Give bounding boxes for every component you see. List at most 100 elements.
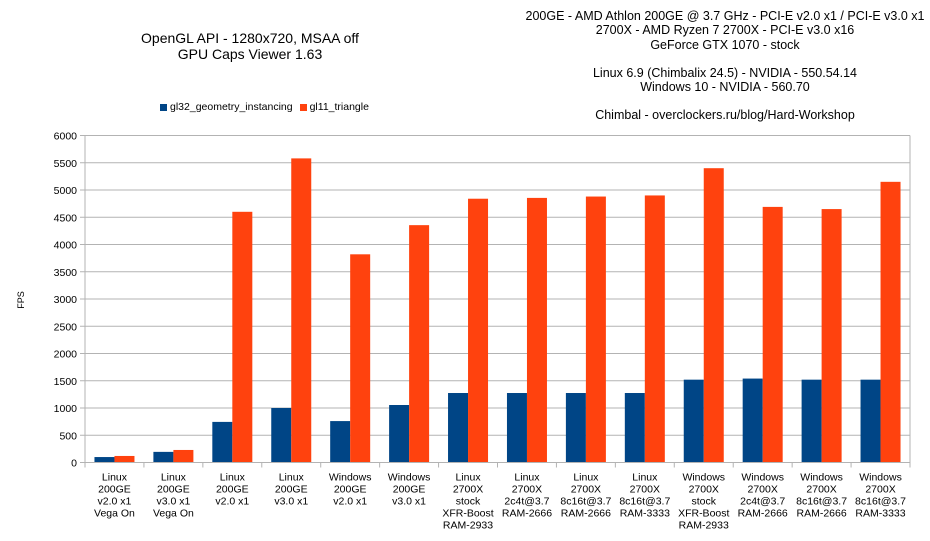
bar-gl11-triangle-12	[821, 209, 842, 463]
x-tick-label: Linux 2700X stock XFR-Boost RAM-2933	[442, 472, 493, 532]
x-tick-label: Windows 2700X stock XFR-Boost RAM-2933	[678, 472, 729, 532]
x-tick-label-line: 2700X	[806, 484, 836, 496]
x-tick-label-line: 200GE	[393, 484, 426, 496]
bar-gl11-triangle-0	[114, 455, 135, 463]
bar-gl32-geometry-instancing-2	[212, 421, 233, 463]
x-tick-label-line: RAM-3333	[855, 508, 905, 520]
x-tick-label-line: v2.0 x1	[215, 496, 249, 508]
x-tick-label-line: Windows	[800, 472, 843, 484]
x-tick-label: Windows 2700X 8c16t@3.7 RAM-2666	[796, 472, 847, 520]
y-axis-label: FPS	[16, 291, 26, 309]
x-tick-label: Linux 2700X 2c4t@3.7 RAM-2666	[502, 472, 552, 520]
x-tick-label-line: v2.0 x1	[98, 496, 132, 508]
x-tick-label-line: v3.0 x1	[392, 496, 426, 508]
y-tick-label: 0	[71, 458, 77, 470]
bar-gl11-triangle-13	[880, 181, 901, 463]
bar-gl11-triangle-4	[350, 254, 371, 463]
y-tick-label: 4000	[54, 240, 78, 252]
bar-gl11-triangle-6	[468, 198, 489, 463]
x-tick-label-line: 2700X	[689, 484, 719, 496]
info-line: Linux 6.9 (Chimbalix 24.5) - NVIDIA - 55…	[592, 65, 858, 80]
x-tick-label-line: stock	[456, 496, 481, 508]
x-tick-label-line: 2700X	[571, 484, 601, 496]
x-tick-label-line: 8c16t@3.7	[855, 496, 906, 508]
x-tick-label-line: XFR-Boost	[442, 508, 493, 520]
bar-gl11-triangle-7	[526, 197, 547, 463]
y-tick-label: 5500	[54, 158, 78, 170]
x-tick-label-line: Windows	[682, 472, 725, 484]
info-line: Windows 10 - NVIDIA - 560.70	[640, 80, 810, 95]
bar-gl11-triangle-2	[232, 211, 253, 463]
x-tick-label-line: v3.0 x1	[156, 496, 190, 508]
legend-label: gl11_triangle	[309, 101, 369, 113]
x-tick-label-line: v3.0 x1	[274, 496, 308, 508]
x-tick-label-line: Windows	[859, 472, 902, 484]
x-tick-label: Linux 2700X 8c16t@3.7 RAM-3333	[619, 472, 670, 520]
bar-gl32-geometry-instancing-6	[448, 393, 469, 463]
x-tick-label: Windows 2700X 2c4t@3.7 RAM-2666	[738, 472, 788, 520]
bar-gl32-geometry-instancing-5	[389, 405, 410, 463]
bar-gl32-geometry-instancing-13	[860, 379, 881, 463]
info-line: 2700X - AMD Ryzen 7 2700X - PCI-E v3.0 x…	[595, 23, 855, 38]
x-tick-label-line: 200GE	[216, 484, 249, 496]
axes	[84, 135, 911, 468]
x-tick-label: Linux 2700X 8c16t@3.7 RAM-2666	[560, 472, 611, 520]
x-tick-label-line: v2.0 x1	[333, 496, 367, 508]
x-tick-label: Windows 200GE v3.0 x1	[388, 472, 431, 508]
info-line: GeForce GTX 1070 - stock	[650, 37, 800, 52]
x-tick-label-line: XFR-Boost	[678, 508, 729, 520]
y-tick-label: 1500	[54, 376, 78, 388]
x-tick-label-line: 200GE	[157, 484, 190, 496]
x-tick-label-line: Windows	[741, 472, 784, 484]
bar-gl32-geometry-instancing-12	[801, 379, 822, 463]
bar-gl11-triangle-5	[409, 225, 430, 463]
bar-gl11-triangle-1	[173, 449, 194, 463]
x-tick-label: Linux 200GE v3.0 x1	[274, 472, 308, 508]
y-tick-label: 6000	[54, 131, 78, 143]
x-tick-label-line: 2700X	[453, 484, 483, 496]
x-tick-label-line: RAM-2666	[738, 508, 788, 520]
bar-gl32-geometry-instancing-7	[506, 393, 527, 463]
bar-gl11-triangle-10	[703, 168, 724, 463]
x-tick-label-line: Linux	[573, 472, 599, 484]
x-tick-label-line: RAM-3333	[620, 508, 670, 520]
x-tick-label-line: 200GE	[334, 484, 367, 496]
legend-label: gl32_geometry_instancing	[170, 101, 293, 113]
y-tick-label: 3500	[54, 267, 78, 279]
y-tick-labels: 0 500 1000 1500 2000 2500 3000 3500 4000 4500 5000…	[54, 131, 78, 470]
x-tick-label-line: Windows	[329, 472, 372, 484]
bar-gl32-geometry-instancing-4	[330, 421, 351, 463]
bar-gl32-geometry-instancing-3	[271, 408, 292, 463]
x-tick-label-line: 2700X	[747, 484, 777, 496]
x-tick-label-line: 200GE	[98, 484, 131, 496]
legend-item-series-0: gl32_geometry_instancing	[160, 101, 293, 113]
gridlines	[80, 135, 910, 463]
bar-gl11-triangle-11	[762, 206, 783, 463]
y-tick-label: 4500	[54, 212, 78, 224]
x-tick-label: Linux 200GE v2.0 x1	[215, 472, 249, 508]
x-tick-label-line: Vega On	[94, 508, 135, 520]
y-tick-label: 3000	[54, 294, 78, 306]
x-tick-label-line: RAM-2933	[443, 520, 493, 532]
bar-gl32-geometry-instancing-9	[624, 393, 645, 463]
legend-swatch	[160, 103, 167, 111]
info-line: 200GE - AMD Athlon 200GE @ 3.7 GHz - PCI…	[525, 9, 925, 23]
x-tick-label-line: 2700X	[512, 484, 542, 496]
bar-gl11-triangle-3	[291, 158, 312, 463]
y-tick-label: 500	[59, 430, 77, 442]
x-tick-label-line: 200GE	[275, 484, 308, 496]
y-tick-label: 2000	[54, 349, 78, 361]
x-tick-label-line: RAM-2666	[502, 508, 552, 520]
x-tick-label-line: Linux	[514, 472, 540, 484]
y-tick-label: 2500	[54, 321, 78, 333]
x-tick-label-line: Windows	[388, 472, 431, 484]
x-tick-label-line: 8c16t@3.7	[619, 496, 670, 508]
x-tick-label-line: 2c4t@3.7	[504, 496, 549, 508]
x-tick-label-line: 8c16t@3.7	[796, 496, 847, 508]
x-tick-label: Windows 2700X 8c16t@3.7 RAM-3333	[855, 472, 906, 520]
x-tick-label-line: 2700X	[865, 484, 895, 496]
chart-title-line-2: GPU Caps Viewer 1.63	[177, 46, 323, 62]
y-tick-label: 1000	[54, 403, 78, 415]
